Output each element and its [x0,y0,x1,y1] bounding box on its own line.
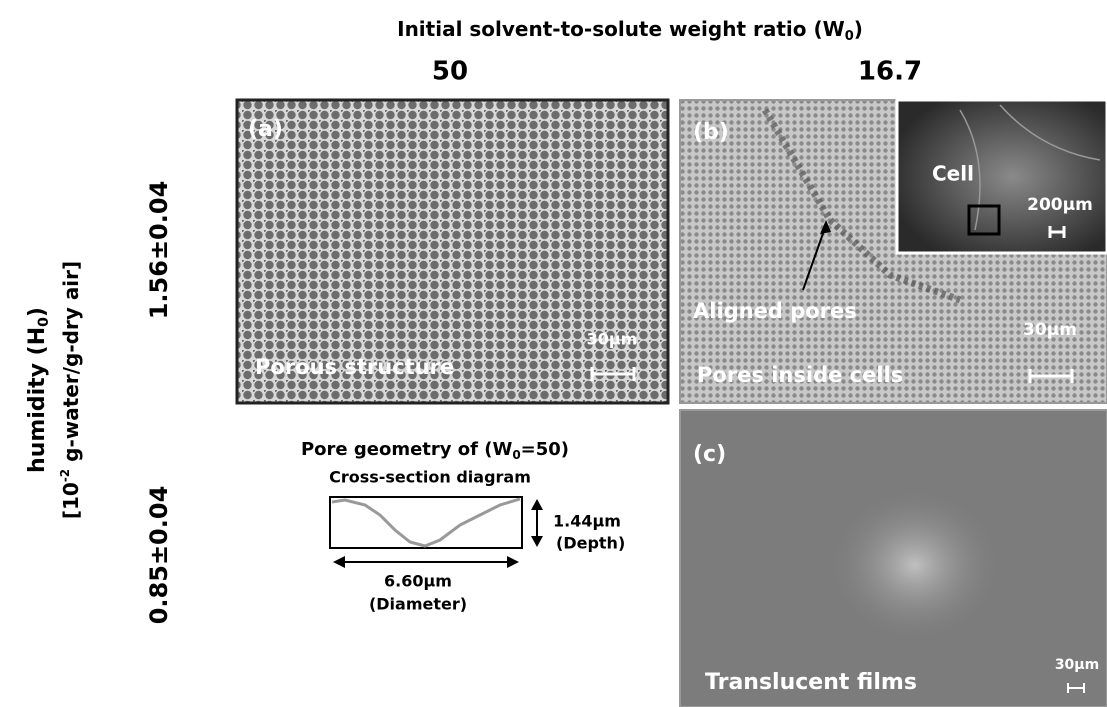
text: [10 [59,482,83,519]
column-label: 16.7 [858,57,922,87]
panel-a: (a) Porous structure 30μm [237,100,668,403]
text: g-water/g-dry air] [59,261,83,469]
panel-b: (b) Aligned pores Pores inside cells 30μ… [680,100,1107,403]
shape [825,485,1005,645]
header-title: Initial solvent-to-solute weight ratio (… [397,17,863,44]
column-label: 50 [432,57,468,87]
depth-label: (Depth) [556,534,625,553]
pore-diagram: Pore geometry of (W0=50) Cross-section d… [301,439,625,614]
row-label: 1.56±0.04 [145,181,173,320]
text: 0 [512,448,520,462]
scale-label: 30μm [1023,320,1077,340]
depth-value: 1.44μm [553,512,621,531]
text: =50) [521,439,569,460]
text: -2 [58,469,72,482]
panel-tag: (b) [693,120,729,145]
diameter-label: (Diameter) [369,595,467,614]
panel-tag: (a) [248,117,283,142]
diagram-subtitle: Cross-section diagram [329,468,531,487]
panel-c: (c) Translucent films 30μm [680,410,1107,707]
panel-caption: Pores inside cells [697,363,903,387]
scale-label: 30μm [1055,657,1099,673]
inset-label: Cell [932,162,974,186]
inset [897,100,1107,253]
figure: Initial solvent-to-solute weight ratio (… [0,0,1107,707]
text: ) [854,17,863,41]
side-label: humidity (H0) [25,307,52,473]
diameter-value: 6.60μm [384,572,452,591]
annotation: Aligned pores [693,299,857,323]
scale-label: 30μm [587,330,638,349]
side-label: [10-2 g-water/g-dry air] [58,261,83,519]
text: Initial solvent-to-solute weight ratio (… [397,17,845,41]
text: humidity (H [25,327,50,473]
text: Pore geometry of (W [301,439,513,460]
panel-tag: (c) [693,442,726,467]
panel-caption: Translucent films [705,670,917,695]
text: ) [25,307,50,317]
panel-caption: Porous structure [255,355,454,379]
text: 0 [845,29,854,44]
scale-label: 200μm [1027,195,1093,215]
diagram-title: Pore geometry of (W0=50) [301,439,569,462]
row-label: 0.85±0.04 [145,486,173,625]
text: 0 [36,317,52,327]
